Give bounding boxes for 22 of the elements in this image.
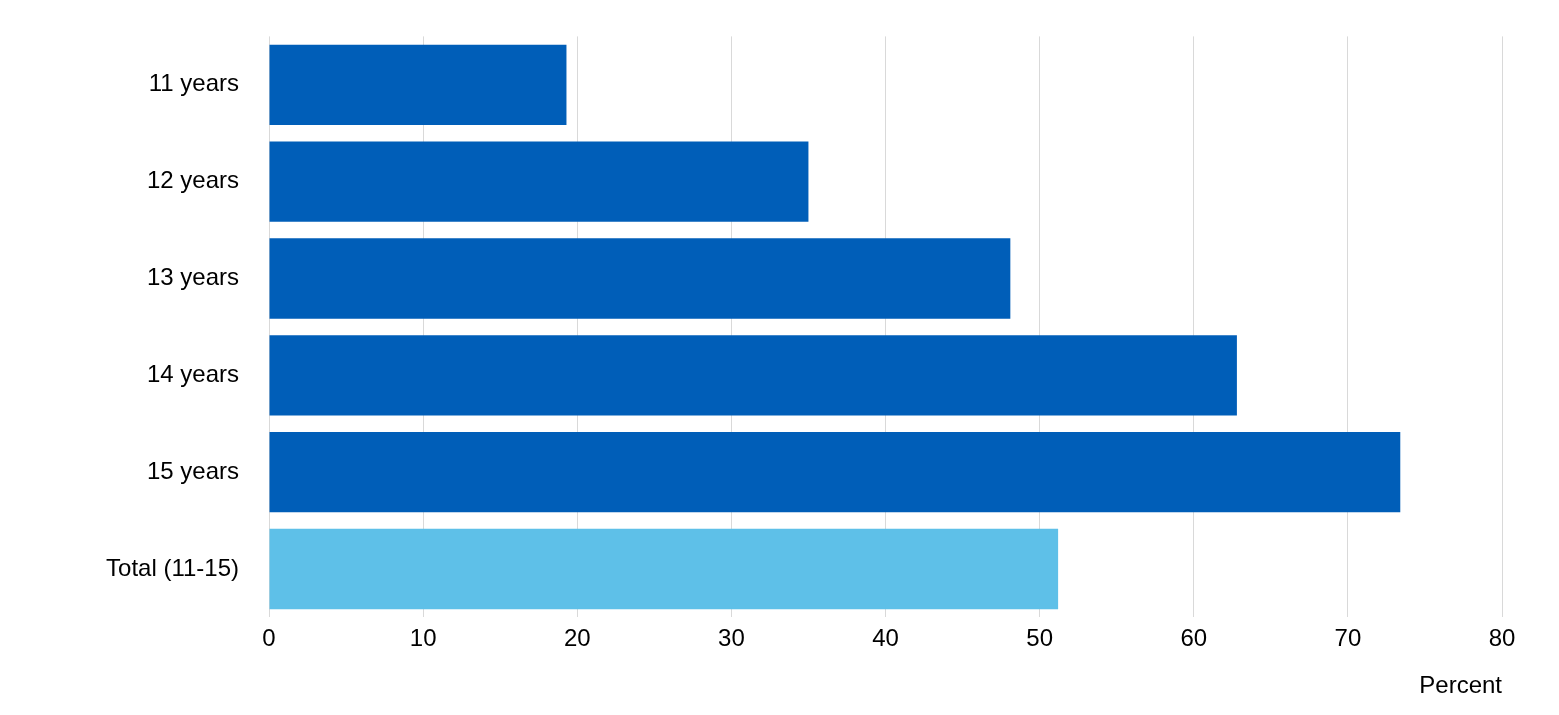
y-tick-label: 14 years [146,359,239,387]
x-tick-label: 60 [1180,624,1208,652]
x-tick-label: 40 [872,624,899,652]
x-tick-label: 10 [409,624,437,652]
y-tick-label: 13 years [146,263,239,291]
y-tick-label: 11 years [148,69,239,97]
x-tick-label: 20 [563,624,591,652]
y-tick-label: Total (11-15) [106,553,239,581]
bar [269,141,809,222]
x-tick-label: 30 [718,624,745,652]
y-tick-label: 12 years [146,166,239,194]
x-tick-label: 50 [1026,624,1053,652]
y-tick-label: 15 years [146,456,239,484]
x-tick-label: 70 [1334,624,1362,652]
bar [269,431,1401,513]
bar [269,238,1011,319]
bar [269,335,1237,416]
x-tick-label: 0 [262,624,276,652]
x-axis-title: Percent [1419,671,1503,699]
bar [269,44,567,125]
bar [269,528,1059,610]
x-tick-label: 80 [1488,624,1516,652]
